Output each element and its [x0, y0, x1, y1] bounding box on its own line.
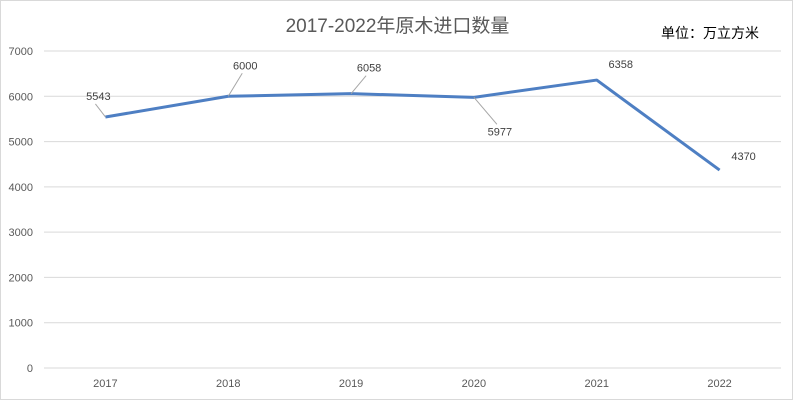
leader-line	[350, 75, 367, 94]
leader-line	[95, 103, 106, 118]
y-tick-label: 3000	[9, 227, 33, 239]
y-tick-label: 2000	[9, 272, 33, 284]
data-label: 6358	[609, 59, 633, 71]
series-line	[105, 78, 721, 172]
leader-line	[473, 97, 498, 125]
y-tick-label: 1000	[9, 318, 33, 330]
unit-label: 单位：万立方米	[661, 25, 759, 41]
data-label: 4370	[731, 151, 755, 163]
y-tick-label: 0	[27, 363, 33, 375]
x-tick-label: 2017	[93, 378, 117, 390]
data-label: 5977	[488, 126, 512, 138]
y-tick-label: 6000	[9, 91, 33, 103]
x-tick-label: 2019	[339, 378, 363, 390]
y-tick-label: 7000	[9, 46, 33, 58]
x-tick-label: 2021	[585, 378, 609, 390]
x-tick-label: 2022	[707, 378, 731, 390]
data-label: 5543	[86, 91, 110, 103]
chart-title: 2017-2022年原木进口数量	[285, 16, 510, 37]
y-tick-label: 5000	[9, 137, 33, 149]
y-tick-label: 4000	[9, 182, 33, 194]
data-label: 6058	[357, 63, 381, 75]
x-tick-label: 2018	[216, 378, 240, 390]
x-tick-label: 2020	[462, 378, 486, 390]
data-label: 6000	[233, 60, 257, 72]
leader-line	[227, 73, 243, 97]
